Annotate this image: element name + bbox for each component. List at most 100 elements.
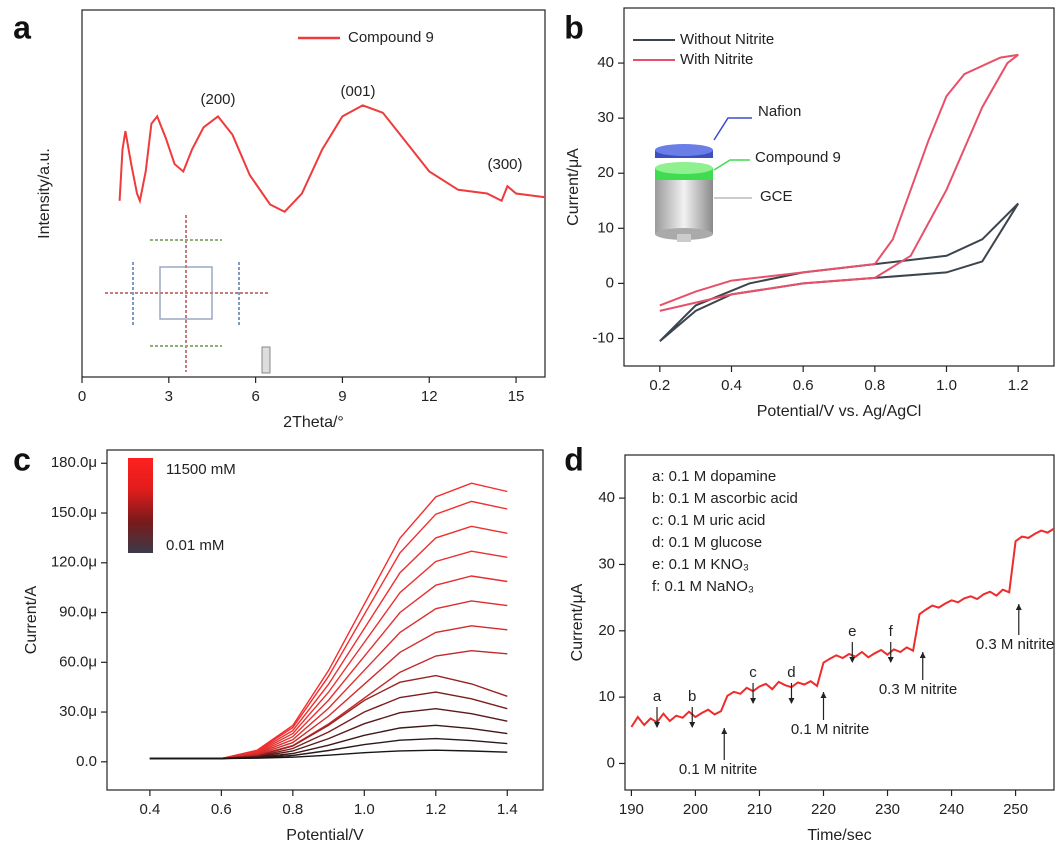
data-line — [659, 202, 1020, 342]
plot-frame — [81, 9, 546, 378]
event-label: e — [848, 623, 856, 640]
note: b: 0.1 M ascorbic acid — [652, 490, 798, 507]
x-tick-label: 1.4 — [497, 801, 518, 818]
nitrite-label: 0.1 M nitrite — [679, 761, 757, 778]
y-tick-label: 40 — [598, 489, 615, 506]
peak-annotation: (200) — [200, 91, 235, 108]
panel-label: b — [564, 9, 584, 45]
arrow-head — [689, 722, 696, 728]
event-label: c — [749, 664, 757, 681]
arrow-head — [1015, 604, 1022, 610]
y-tick-label: 30 — [597, 109, 614, 126]
panel-label: c — [13, 441, 31, 477]
x-tick-label: 230 — [875, 801, 900, 818]
x-tick-label: 220 — [811, 801, 836, 818]
legend-label: With Nitrite — [680, 51, 753, 68]
arrow-head — [654, 722, 661, 728]
y-tick-label: 0.0 — [76, 753, 97, 770]
x-axis-label: 2Theta/° — [283, 414, 344, 431]
x-tick-label: 1.2 — [425, 801, 446, 818]
colorbar — [128, 458, 153, 553]
x-tick-label: 200 — [683, 801, 708, 818]
panel-label: a — [13, 9, 31, 45]
y-tick-label: -10 — [592, 329, 614, 346]
note: e: 0.1 M KNO₃ — [652, 556, 749, 573]
event-label: f — [889, 623, 894, 640]
x-tick-label: 0 — [78, 388, 86, 405]
event-label: a — [653, 688, 662, 705]
x-tick-label: 0.8 — [864, 377, 885, 394]
y-tick-label: 30.0μ — [59, 703, 97, 720]
arrow-head — [750, 698, 757, 704]
arrow-head — [721, 728, 728, 734]
x-tick-label: 0.8 — [282, 801, 303, 818]
note: c: 0.1 M uric acid — [652, 512, 765, 529]
x-tick-label: 0.4 — [721, 377, 742, 394]
y-tick-label: 40 — [597, 54, 614, 71]
y-tick-label: 60.0μ — [59, 653, 97, 670]
x-tick-label: 250 — [1003, 801, 1028, 818]
x-tick-label: 0.2 — [649, 377, 670, 394]
y-tick-label: 0 — [607, 754, 615, 771]
x-tick-label: 15 — [508, 388, 525, 405]
peak-annotation: (001) — [340, 83, 375, 100]
note: a: 0.1 M dopamine — [652, 468, 776, 485]
data-line — [149, 674, 508, 760]
event-label: b — [688, 688, 696, 705]
data-line — [149, 749, 508, 760]
data-line — [149, 724, 508, 760]
data-line — [149, 649, 508, 760]
data-line — [659, 53, 1019, 312]
arrow-head — [820, 692, 827, 698]
inset-label: GCE — [760, 188, 793, 205]
x-tick-label: 0.6 — [793, 377, 814, 394]
y-axis-label: Current/A — [23, 585, 40, 654]
data-line — [118, 104, 546, 214]
colorbar-label: 11500 mM — [166, 461, 236, 478]
y-tick-label: 20 — [597, 164, 614, 181]
arrow-head — [887, 657, 894, 663]
x-tick-label: 9 — [338, 388, 346, 405]
legend-label: Without Nitrite — [680, 31, 774, 48]
y-tick-label: 30 — [598, 555, 615, 572]
peak-annotation: (300) — [487, 156, 522, 173]
plot-frame — [106, 449, 544, 791]
y-tick-label: 10 — [598, 688, 615, 705]
nitrite-label: 0.3 M nitrite — [879, 681, 957, 698]
x-tick-label: 6 — [251, 388, 259, 405]
panel-label: d — [564, 441, 584, 477]
data-line — [149, 575, 508, 760]
x-tick-label: 1.2 — [1008, 377, 1029, 394]
data-line — [630, 527, 1055, 728]
y-axis-label: Current/μA — [565, 148, 582, 226]
y-axis-label: Intensity/a.u. — [36, 148, 53, 239]
x-axis-label: Potential/V vs. Ag/AgCl — [757, 403, 922, 420]
inset-label: Nafion — [758, 103, 801, 120]
x-tick-label: 210 — [747, 801, 772, 818]
data-line — [149, 482, 508, 760]
y-tick-label: 120.0μ — [51, 554, 97, 571]
x-tick-label: 190 — [619, 801, 644, 818]
plot-frame — [623, 7, 1055, 367]
x-tick-label: 240 — [939, 801, 964, 818]
x-axis-label: Potential/V — [286, 827, 364, 844]
y-tick-label: 90.0μ — [59, 604, 97, 621]
x-tick-label: 3 — [165, 388, 173, 405]
plot-frame — [624, 454, 1055, 791]
x-tick-label: 1.0 — [936, 377, 957, 394]
y-tick-label: 180.0μ — [51, 454, 97, 471]
y-axis-label: Current/μA — [569, 583, 586, 661]
structure-inset — [105, 215, 271, 374]
x-tick-label: 12 — [421, 388, 438, 405]
note: d: 0.1 M glucose — [652, 534, 762, 551]
arrow-head — [849, 657, 856, 663]
x-tick-label: 1.0 — [354, 801, 375, 818]
y-tick-label: 150.0μ — [51, 504, 97, 521]
colorbar-label: 0.01 mM — [166, 537, 224, 554]
electrode-inset — [655, 117, 752, 242]
inset-label: Compound 9 — [755, 149, 841, 166]
arrow-head — [919, 652, 926, 658]
event-label: d — [787, 664, 795, 681]
y-tick-label: 20 — [598, 622, 615, 639]
